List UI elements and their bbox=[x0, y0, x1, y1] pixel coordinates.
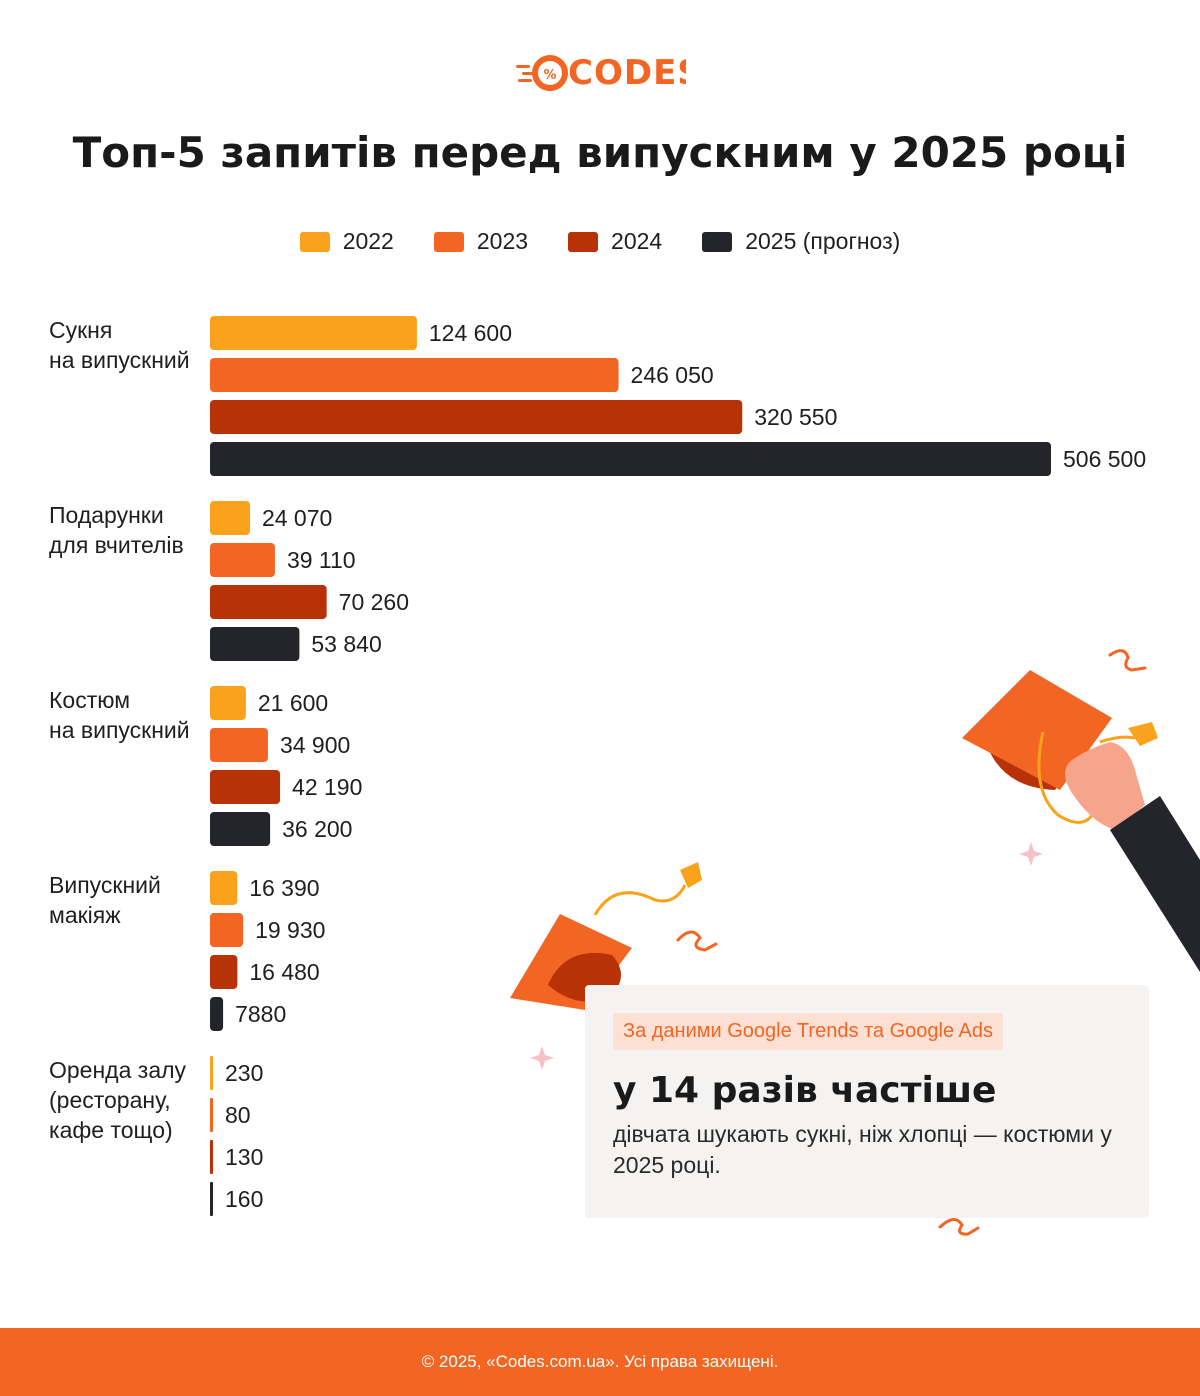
category-label: Подарунки для вчителів bbox=[49, 502, 184, 558]
bar-2024 bbox=[210, 955, 238, 989]
info-card: За даними Google Trends та Google Ads у … bbox=[585, 985, 1149, 1218]
data-label-2023: 39 110 bbox=[287, 547, 356, 573]
tassel-icon bbox=[1099, 722, 1158, 746]
data-label-2022: 124 600 bbox=[429, 320, 512, 346]
data-label-2022: 24 070 bbox=[262, 505, 332, 531]
legend-label-2025: 2025 (прогноз) bbox=[745, 228, 901, 254]
bar-2025 bbox=[210, 1182, 213, 1216]
data-label-2025: 7880 bbox=[235, 1001, 286, 1027]
data-label-2023: 34 900 bbox=[280, 732, 350, 758]
sparkle-icon bbox=[530, 842, 1043, 1070]
category-label: Оренда залу (ресторану, кафе тощо) bbox=[49, 1057, 187, 1143]
data-label-2024: 130 bbox=[225, 1144, 263, 1170]
legend-item-2022: 2022 bbox=[299, 228, 394, 255]
info-text: дівчата шукають сукні, ніж хлопці — кост… bbox=[613, 1121, 1112, 1178]
legend-swatch-2022 bbox=[299, 231, 330, 252]
bar-2024 bbox=[210, 1140, 213, 1174]
hand-icon bbox=[1065, 742, 1200, 972]
legend-swatch-2024 bbox=[568, 231, 599, 252]
bar-2022 bbox=[210, 686, 246, 720]
data-label-2025: 506 500 bbox=[1063, 446, 1146, 472]
bar-2022 bbox=[210, 871, 238, 905]
data-label-2024: 42 190 bbox=[292, 774, 362, 800]
chart-legend: 2022 2023 2024 2025 (прогноз) bbox=[0, 228, 1200, 255]
footer: © 2025, «Codes.com.ua». Усі права захище… bbox=[0, 1328, 1200, 1396]
data-label-2023: 19 930 bbox=[255, 917, 325, 943]
legend-label-2024: 2024 bbox=[611, 228, 663, 254]
data-label-2024: 70 260 bbox=[339, 589, 409, 615]
data-label-2023: 80 bbox=[225, 1102, 251, 1128]
bar-2024 bbox=[210, 770, 281, 804]
data-label-2022: 16 390 bbox=[249, 875, 319, 901]
data-label-2022: 21 600 bbox=[258, 690, 328, 716]
bar-2024 bbox=[210, 585, 327, 619]
legend-swatch-2023 bbox=[433, 231, 464, 252]
data-label-2025: 53 840 bbox=[311, 631, 381, 657]
data-label-2024: 16 480 bbox=[249, 959, 319, 985]
legend-item-2024: 2024 bbox=[568, 228, 662, 255]
legend-label-2023: 2023 bbox=[476, 228, 529, 254]
info-headline: у 14 разів частіше bbox=[613, 1070, 997, 1111]
data-label-2025: 160 bbox=[225, 1186, 263, 1212]
footer-copyright: © 2025, «Codes.com.ua». Усі права захище… bbox=[421, 1352, 779, 1371]
bar-2025 bbox=[210, 627, 300, 661]
svg-text:%: % bbox=[543, 68, 556, 83]
legend-item-2023: 2023 bbox=[433, 228, 529, 255]
bar-2024 bbox=[210, 400, 743, 434]
bar-2022 bbox=[210, 501, 250, 535]
data-label-2024: 320 550 bbox=[754, 404, 837, 430]
bar-2023 bbox=[210, 358, 619, 392]
legend-label-2022: 2022 bbox=[342, 228, 394, 254]
bar-2023 bbox=[210, 913, 244, 947]
category-label: Костюм на випускний bbox=[49, 687, 190, 743]
chart-title: Топ-5 запитів перед випускним у 2025 роц… bbox=[72, 128, 1128, 177]
bar-2023 bbox=[210, 543, 275, 577]
bar-2023 bbox=[210, 728, 268, 762]
legend-swatch-2025 bbox=[702, 231, 733, 252]
squiggle-icon bbox=[676, 649, 1147, 1236]
bar-2025 bbox=[210, 442, 1051, 476]
bar-2025 bbox=[210, 997, 224, 1031]
bar-2023 bbox=[210, 1098, 213, 1132]
category-label: Сукня на випускний bbox=[49, 317, 190, 373]
bar-2025 bbox=[210, 812, 271, 846]
info-source-badge: За даними Google Trends та Google Ads bbox=[613, 1013, 1004, 1050]
data-label-2025: 36 200 bbox=[282, 816, 352, 842]
data-label-2023: 246 050 bbox=[631, 362, 714, 388]
legend-item-2025: 2025 (прогноз) bbox=[702, 228, 900, 255]
logo-text: CODES bbox=[568, 53, 686, 93]
codes-logo: % CODES bbox=[516, 53, 686, 93]
category-label: Випускний макіяж bbox=[49, 872, 161, 928]
bar-2022 bbox=[210, 1056, 213, 1090]
bar-2022 bbox=[210, 316, 417, 350]
data-label-2022: 230 bbox=[225, 1060, 263, 1086]
